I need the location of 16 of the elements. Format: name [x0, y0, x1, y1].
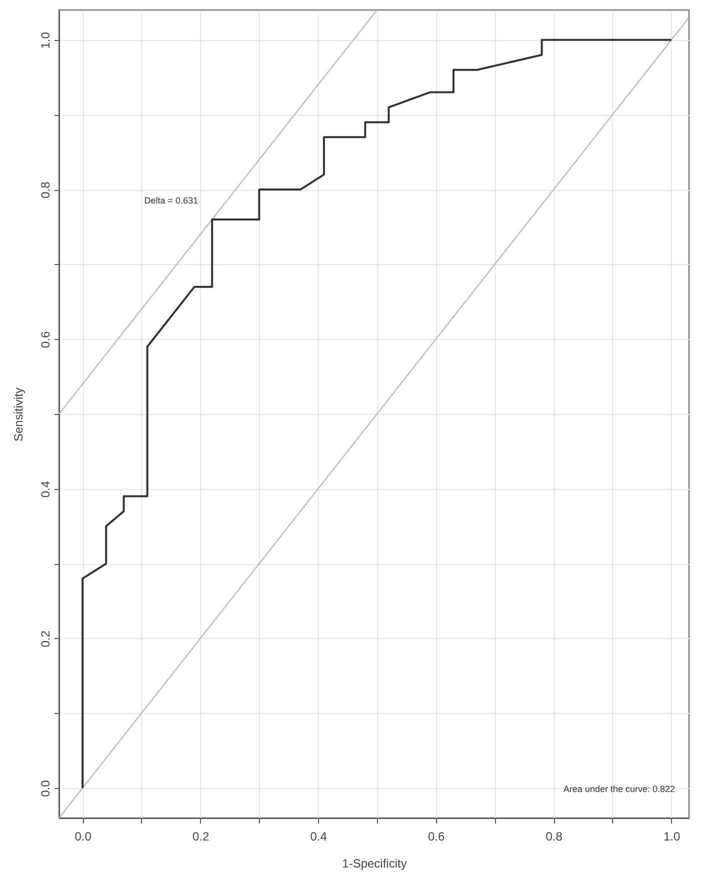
x-tick-label: 0.4 — [310, 830, 328, 844]
x-tick-label: 1.0 — [663, 830, 680, 844]
x-axis-title: 1-Specificity — [342, 856, 407, 870]
annotation: Delta = 0.631 — [144, 195, 198, 206]
y-tick-label: 0.0 — [38, 780, 52, 797]
y-tick-label: 0.2 — [38, 630, 52, 648]
x-tick-label: 0.6 — [428, 830, 445, 844]
x-tick-label: 0.0 — [74, 830, 92, 844]
y-axis-title: Sensitivity — [12, 387, 26, 442]
y-tick-label: 0.8 — [38, 181, 52, 198]
x-tick-label: 0.2 — [192, 830, 210, 844]
y-tick-label: 0.4 — [38, 480, 52, 498]
y-tick-label: 1.0 — [38, 32, 52, 49]
y-tick-label: 0.6 — [38, 331, 52, 348]
annotation: Area under the curve: 0.822 — [563, 784, 675, 794]
x-tick-label: 0.8 — [546, 830, 563, 844]
